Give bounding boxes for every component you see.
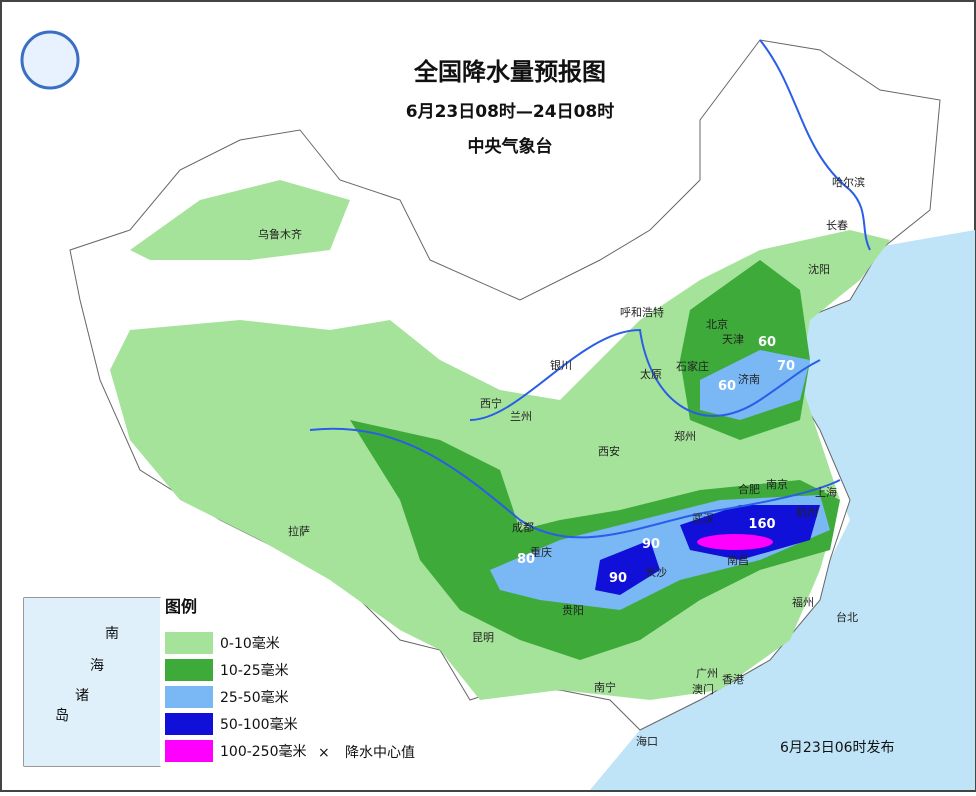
inset-label: 岛 (55, 708, 69, 724)
inset-label: 诸 (75, 688, 89, 704)
legend-swatch (165, 632, 213, 654)
legend-label: 10-25毫米 (220, 662, 289, 679)
city-labels: 乌鲁木齐拉萨西宁兰州银川呼和浩特太原石家庄北京天津济南郑州西安成都重庆贵阳昆明南… (258, 175, 865, 748)
city-label: 西安 (598, 444, 620, 458)
rain-center-value: 60 (718, 379, 736, 394)
rain-25-50 (700, 350, 810, 420)
river (469, 328, 821, 421)
inset-sea (24, 598, 160, 766)
rain-center-value: 60 (758, 335, 776, 350)
city-label: 香港 (722, 673, 744, 686)
city-label: 南昌 (727, 554, 749, 567)
city-label: 广州 (696, 667, 718, 680)
city-label: 郑州 (674, 429, 696, 443)
city-label: 银川 (550, 358, 572, 372)
agency: 中央气象台 (468, 136, 553, 157)
city-label: 石家庄 (676, 359, 709, 373)
city-label: 北京 (706, 317, 728, 331)
city-label: 拉萨 (288, 524, 310, 538)
rain-center-value: 90 (609, 571, 627, 586)
legend-label: 0-10毫米 (220, 635, 280, 652)
city-label: 沈阳 (808, 262, 830, 276)
legend-marker: × (318, 745, 330, 761)
city-label: 济南 (738, 372, 760, 386)
city-label: 南宁 (594, 680, 616, 694)
issued: 6月23日06时发布 (780, 740, 895, 756)
city-label: 乌鲁木齐 (258, 227, 302, 241)
city-label: 长春 (826, 219, 848, 232)
city-label: 台北 (836, 610, 858, 624)
legend-label: 100-250毫米 (220, 743, 307, 760)
legend-label: 50-100毫米 (220, 716, 298, 733)
logo (20, 30, 80, 90)
legend-swatch (165, 713, 213, 735)
rain-center-value: 70 (777, 359, 795, 374)
city-label: 哈尔滨 (832, 175, 865, 189)
legend: 0-10毫米 10-25毫米 25-50毫米 50-100毫米 100-250毫米 (165, 632, 307, 762)
city-label: 西宁 (480, 396, 502, 410)
rain-0-10 (130, 180, 350, 260)
legend-swatch (165, 686, 213, 708)
legend-swatch (165, 740, 213, 762)
rain-center-value: 90 (642, 537, 660, 552)
city-label: 长沙 (645, 566, 667, 579)
rain-100-250 (697, 534, 773, 550)
inset-label: 南 (105, 626, 119, 642)
city-label: 合肥 (738, 482, 760, 496)
rain-center-value: 160 (748, 517, 775, 532)
legend-label: 25-50毫米 (220, 689, 289, 706)
subtitle: 6月23日08时—24日08时 (406, 102, 614, 122)
city-label: 海口 (636, 734, 658, 748)
city-label: 成都 (512, 521, 534, 534)
city-label: 武汉 (692, 512, 714, 525)
city-label: 昆明 (472, 631, 494, 644)
city-label: 重庆 (530, 545, 552, 559)
city-label: 澳门 (692, 682, 714, 696)
city-label: 呼和浩特 (620, 305, 664, 319)
title: 全国降水量预报图 (413, 58, 606, 86)
legend-box (160, 598, 340, 766)
legend-swatch (165, 659, 213, 681)
inset-label: 海 (90, 658, 104, 674)
city-label: 上海 (815, 485, 837, 499)
legend-title: 图例 (165, 597, 197, 616)
river (309, 427, 841, 539)
rain-center-value: 80 (517, 552, 535, 567)
city-label: 天津 (722, 333, 744, 346)
legend-center-label: 降水中心值 (345, 745, 415, 761)
city-label: 杭州 (796, 505, 818, 519)
sea (590, 230, 975, 790)
city-label: 兰州 (510, 410, 532, 423)
city-label: 太原 (640, 368, 662, 381)
city-label: 南京 (766, 477, 788, 491)
river (759, 39, 871, 251)
city-label: 贵阳 (562, 604, 584, 617)
city-label: 福州 (792, 595, 814, 609)
rain-50-100 (595, 540, 660, 595)
